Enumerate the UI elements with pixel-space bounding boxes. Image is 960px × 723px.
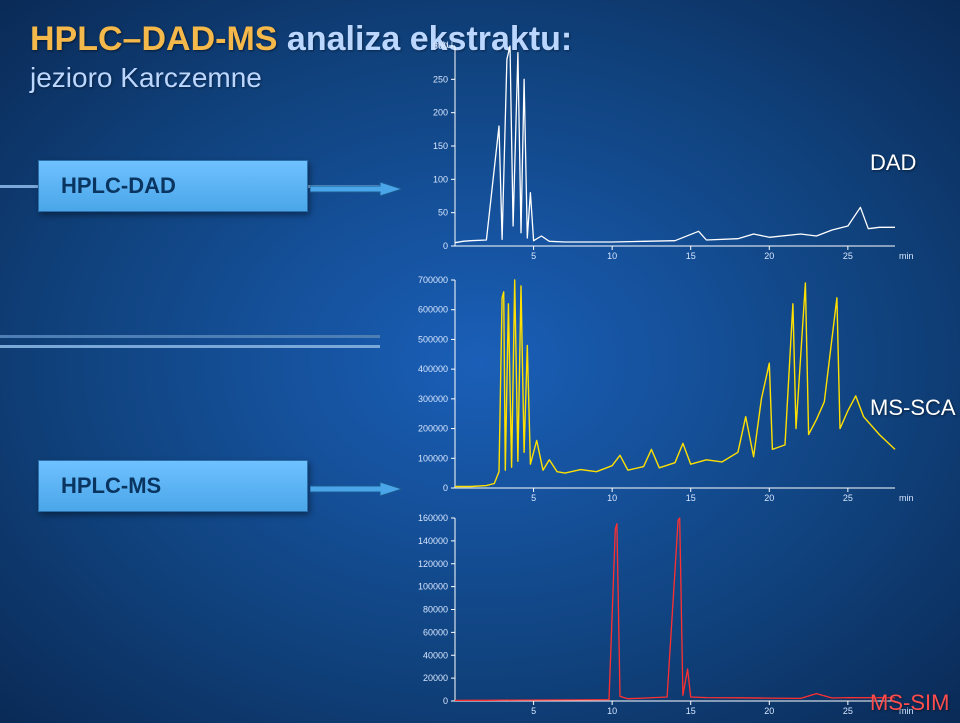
chromatogram-ms-scan: 0 100000 200000 300000 400000 500000 600000 700… [400,272,930,510]
svg-text:100: 100 [433,174,448,184]
svg-text:80000: 80000 [423,605,448,615]
svg-text:100000: 100000 [418,453,448,463]
svg-text:400000: 400000 [418,364,448,374]
svg-text:10: 10 [607,706,617,716]
arrow-icon [310,182,402,196]
svg-text:140000: 140000 [418,536,448,546]
svg-text:15: 15 [686,706,696,716]
svg-text:25: 25 [843,251,853,261]
svg-text:500000: 500000 [418,334,448,344]
svg-text:min: min [899,493,914,503]
svg-text:50: 50 [438,208,448,218]
page-subtitle: jezioro Karczemne [30,62,262,94]
hrule [0,335,380,338]
svg-text:0: 0 [443,696,448,706]
svg-text:15: 15 [686,251,696,261]
title-orange: HPLC–DAD-MS [30,20,277,58]
svg-text:160000: 160000 [418,513,448,523]
svg-text:0: 0 [443,241,448,251]
chromatogram-ms-sim: 0 20000 40000 60000 80000 100000 120000 140000 1… [400,510,930,723]
svg-text:25: 25 [843,493,853,503]
svg-text:600000: 600000 [418,305,448,315]
arrow-icon [310,482,402,496]
svg-text:min: min [899,251,914,261]
svg-text:15: 15 [686,493,696,503]
svg-text:25: 25 [843,706,853,716]
svg-text:0: 0 [443,483,448,493]
label-box-dad: HPLC-DAD [38,160,308,212]
svg-text:100000: 100000 [418,582,448,592]
label-box-dad-text: HPLC-DAD [61,173,176,199]
svg-text:5: 5 [531,251,536,261]
svg-text:60000: 60000 [423,627,448,637]
svg-text:250: 250 [433,74,448,84]
chromatogram-dad: 050100150200250300510152025mAUmin [400,38,930,268]
label-box-ms: HPLC-MS [38,460,308,512]
svg-text:120000: 120000 [418,559,448,569]
svg-text:40000: 40000 [423,650,448,660]
svg-text:mAU: mAU [433,40,453,50]
svg-text:300000: 300000 [418,394,448,404]
svg-text:150: 150 [433,141,448,151]
svg-text:20000: 20000 [423,673,448,683]
annot-dad: DAD [870,150,916,176]
svg-text:20: 20 [764,251,774,261]
svg-text:10: 10 [607,493,617,503]
svg-text:10: 10 [607,251,617,261]
svg-text:200: 200 [433,108,448,118]
svg-text:700000: 700000 [418,275,448,285]
svg-text:20: 20 [764,706,774,716]
annot-msscan: MS-SCA [870,395,956,421]
svg-text:200000: 200000 [418,424,448,434]
svg-text:5: 5 [531,706,536,716]
svg-text:5: 5 [531,493,536,503]
hrule [0,345,380,348]
label-box-ms-text: HPLC-MS [61,473,161,499]
annot-mssim: MS-SIM [870,690,949,716]
svg-text:20: 20 [764,493,774,503]
